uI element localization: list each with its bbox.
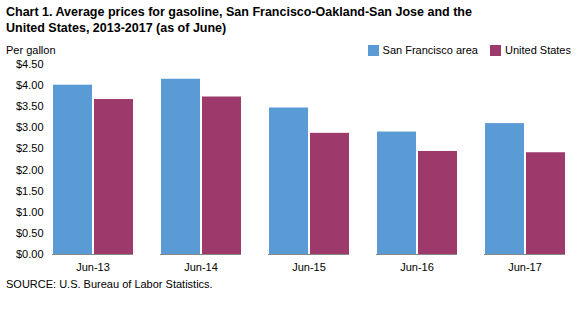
svg-text:$3.50: $3.50 <box>16 100 44 112</box>
svg-text:Jun-14: Jun-14 <box>184 261 218 273</box>
html-text:Per gallon: Per gallon <box>6 44 56 56</box>
svg-text:$3.00: $3.00 <box>16 121 44 133</box>
svg-text:$2.00: $2.00 <box>16 164 44 176</box>
svg-text:Jun-16: Jun-16 <box>400 261 434 273</box>
svg-text:$4.00: $4.00 <box>16 79 44 91</box>
html-text:SOURCE: U.S. Bureau of Labor S: SOURCE: U.S. Bureau of Labor Statistics. <box>6 278 213 290</box>
svg-text:Jun-13: Jun-13 <box>76 261 110 273</box>
svg-text:$0.50: $0.50 <box>16 227 44 239</box>
svg-text:$4.50: $4.50 <box>16 58 44 70</box>
svg-text:$1.00: $1.00 <box>16 206 44 218</box>
svg-text:Jun-15: Jun-15 <box>292 261 326 273</box>
svg-text:$1.50: $1.50 <box>16 185 44 197</box>
svg-text:$0.00: $0.00 <box>16 248 44 260</box>
svg-text:$2.50: $2.50 <box>16 142 44 154</box>
html-text:United States: United States <box>505 44 571 56</box>
html-text:San Francisco area: San Francisco area <box>382 44 478 56</box>
html-text:Chart 1. Average prices for ga: Chart 1. Average prices for gasoline, Sa… <box>6 5 472 35</box>
svg-text:Jun-17: Jun-17 <box>508 261 542 273</box>
